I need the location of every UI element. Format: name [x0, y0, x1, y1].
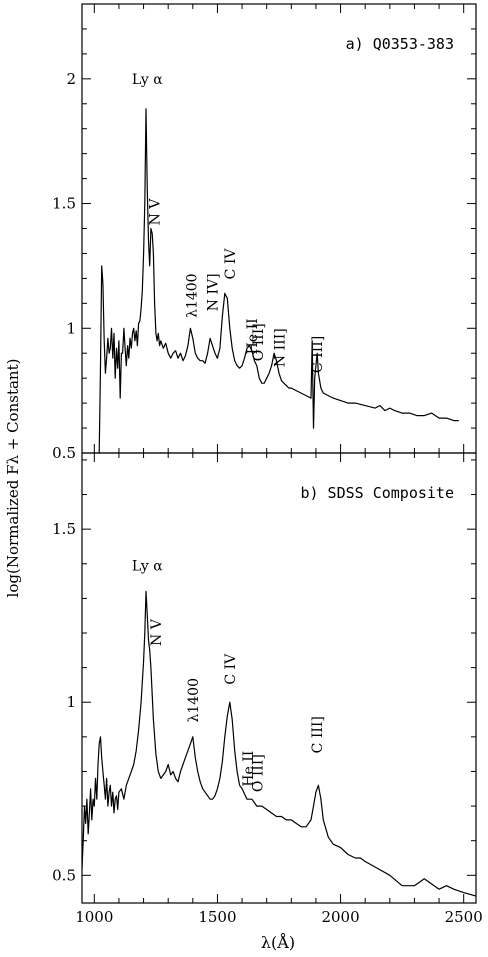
y-tick-label: 2 — [66, 70, 76, 88]
y-tick-label: 0.5 — [52, 444, 76, 462]
x-axis-label: λ(Å) — [261, 932, 295, 952]
line-label: N V — [148, 198, 164, 226]
panel-b: 0.5 1 1.5 b) SDSS Composite Ly α N V λ1400 C IV… — [52, 452, 477, 904]
line-label: N V — [149, 618, 165, 646]
y-tick-label: 1.5 — [52, 195, 76, 213]
line-label: N III] — [273, 328, 289, 367]
line-label: N IV] — [206, 273, 222, 311]
x-tick-label: 1500 — [198, 908, 236, 926]
y-axis-label: log(Normalized Fλ + Constant) — [4, 359, 22, 598]
x-tick-label: 2500 — [445, 908, 483, 926]
line-label: Ly α — [132, 559, 163, 575]
line-label: He II — [241, 751, 257, 787]
line-label: Ly α — [132, 72, 163, 88]
y-tick-label: 1 — [66, 319, 76, 337]
line-label: λ1400 — [185, 273, 201, 318]
panel-title: b) SDSS Composite — [300, 484, 454, 502]
y-tick-label: 1.5 — [52, 520, 76, 538]
line-label: C III] — [310, 336, 326, 373]
panel-title: a) Q0353-383 — [346, 35, 454, 53]
panel-frame — [81, 452, 477, 904]
y-tick-label: 0.5 — [52, 866, 76, 884]
line-label: C IV — [223, 653, 239, 685]
x-tick-label: 2000 — [321, 908, 359, 926]
line-label: O III] — [250, 754, 266, 792]
spectrum-line — [98, 108, 459, 454]
line-label: C IV — [223, 248, 239, 280]
line-label: O III] — [251, 323, 267, 361]
line-label: λ1400 — [186, 678, 202, 723]
y-tick-label: 1 — [66, 693, 76, 711]
x-tick-label: 1000 — [75, 908, 113, 926]
line-label: He II — [245, 318, 261, 354]
line-label: C III] — [310, 716, 326, 753]
spectrum-line — [81, 590, 477, 897]
